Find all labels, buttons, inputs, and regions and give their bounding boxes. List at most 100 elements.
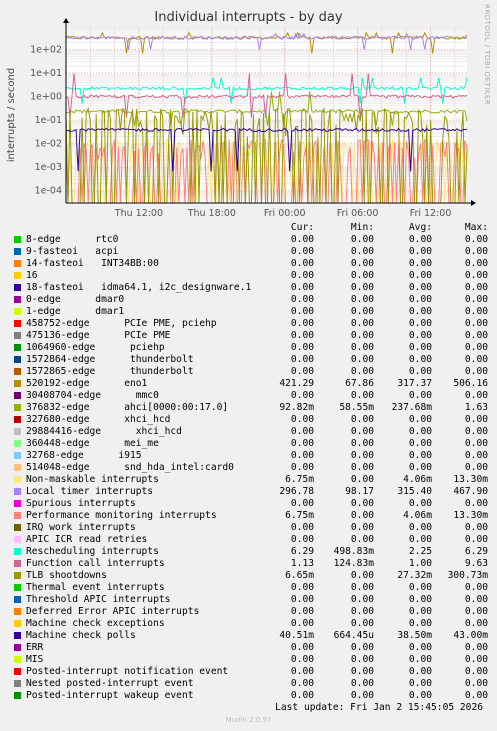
legend-value-cur: 0.00 <box>290 306 314 317</box>
legend-value-max: 506.16 <box>453 378 488 389</box>
legend-value-min: 0.00 <box>350 414 374 425</box>
legend-series-name: Deferred Error APIC interrupts <box>26 606 200 617</box>
legend-series-name: Function call interrupts <box>26 558 165 569</box>
legend-value-avg: 0.00 <box>408 690 432 701</box>
legend-value-max: 0.00 <box>464 246 488 257</box>
legend-value-min: 0.00 <box>350 258 374 269</box>
legend-swatch <box>14 452 21 459</box>
legend-row: 475136-edge PCIe PME 0.00 0.00 0.00 0.00 <box>12 330 490 342</box>
legend-series-name: 8-edge rtc0 <box>26 234 119 245</box>
legend-value-min: 0.00 <box>350 390 374 401</box>
legend-row: 458752-edge PCIe PME, pciehp 0.00 0.00 0.00… <box>12 318 490 330</box>
legend-value-cur: 0.00 <box>290 654 314 665</box>
legend-value-avg: 0.00 <box>408 534 432 545</box>
legend-value-avg: 0.00 <box>408 282 432 293</box>
legend-value-avg: 0.00 <box>408 582 432 593</box>
legend-value-min: 0.00 <box>350 582 374 593</box>
legend-value-min: 0.00 <box>350 510 374 521</box>
x-tick-label: Fri 00:00 <box>264 208 306 219</box>
legend-value-avg: 0.00 <box>408 354 432 365</box>
legend-row: Deferred Error APIC interrupts 0.00 0.00 0.… <box>12 606 490 618</box>
legend-swatch <box>14 248 21 255</box>
legend-column-header: Max: <box>464 222 488 233</box>
legend-series-name: Machine check exceptions <box>26 618 165 629</box>
legend-value-cur: 6.75m <box>285 510 314 521</box>
legend-value-avg: 1.00 <box>408 558 432 569</box>
legend-value-cur: 0.00 <box>290 450 314 461</box>
legend-value-min: 0.00 <box>350 366 374 377</box>
plot-area: Thu 12:00 Thu 18:00 Fri 00:00 Fri 06:00 Fri … <box>6 18 476 219</box>
legend-value-max: 6.29 <box>464 546 488 557</box>
legend-value-min: 0.00 <box>350 438 374 449</box>
legend-value-max: 0.00 <box>464 654 488 665</box>
legend-value-cur: 0.00 <box>290 498 314 509</box>
legend-series-name: 520192-edge eno1 <box>26 378 148 389</box>
legend-value-avg: 0.00 <box>408 606 432 617</box>
legend-swatch <box>14 392 21 399</box>
legend-row: 32768-edge i915 0.00 0.00 0.00 0.00 <box>12 450 490 462</box>
legend-swatch <box>14 560 21 567</box>
legend-value-avg: 0.00 <box>408 618 432 629</box>
legend-row: Performance monitoring interrupts 6.75m 0.… <box>12 510 490 522</box>
legend-series-name: Non-maskable interrupts <box>26 474 159 485</box>
legend-swatch <box>14 608 21 615</box>
legend-row: Machine check exceptions 0.00 0.00 0.00 0.00 <box>12 618 490 630</box>
legend-value-avg: 237.68m <box>391 402 432 413</box>
legend-value-min: 0.00 <box>350 618 374 629</box>
legend-value-avg: 317.37 <box>397 378 432 389</box>
legend-swatch <box>14 380 21 387</box>
legend-value-cur: 6.65m <box>285 570 314 581</box>
legend-value-max: 0.00 <box>464 330 488 341</box>
legend-value-min: 0.00 <box>350 534 374 545</box>
legend-swatch <box>14 668 21 675</box>
legend-series-name: 32768-edge i915 <box>26 450 142 461</box>
legend-value-cur: 0.00 <box>290 594 314 605</box>
legend-row: Threshold APIC interrupts 0.00 0.00 0.00 0.0… <box>12 594 490 606</box>
legend-row: 376832-edge ahci[0000:00:17.0] 92.82m 58.5… <box>12 402 490 414</box>
legend-value-avg: 0.00 <box>408 342 432 353</box>
legend-row: Thermal event interrupts 0.00 0.00 0.00 0.00 <box>12 582 490 594</box>
legend-swatch <box>14 476 21 483</box>
legend-value-cur: 0.00 <box>290 258 314 269</box>
legend-value-avg: 0.00 <box>408 414 432 425</box>
legend-value-min: 58.55m <box>339 402 374 413</box>
legend-value-avg: 4.06m <box>403 510 432 521</box>
legend-value-avg: 27.32m <box>397 570 432 581</box>
legend-value-max: 0.00 <box>464 366 488 377</box>
legend-row: Posted-interrupt notification event 0.00 0… <box>12 666 490 678</box>
legend-value-avg: 0.00 <box>408 306 432 317</box>
legend-series-name: 327680-edge xhci_hcd <box>26 414 171 425</box>
legend-value-cur: 0.00 <box>290 270 314 281</box>
legend-column-header: Min: <box>350 222 374 233</box>
legend-value-avg: 0.00 <box>408 666 432 677</box>
legend-value-avg: 0.00 <box>408 594 432 605</box>
legend-value-max: 43.00m <box>453 630 488 641</box>
legend-swatch <box>14 572 21 579</box>
legend-row: 16 0.00 0.00 0.00 0.00 <box>12 270 490 282</box>
legend-column-header: Avg: <box>408 222 432 233</box>
legend-swatch <box>14 500 21 507</box>
legend-row: Nested posted-interrupt event 0.00 0.00 0.0… <box>12 678 490 690</box>
legend-series-name: 376832-edge ahci[0000:00:17.0] <box>26 402 229 413</box>
y-tick-label: 1e-04 <box>35 186 62 197</box>
legend-swatch <box>14 428 21 435</box>
legend-series-name: 29884416-edge xhci_hcd <box>26 426 182 437</box>
legend-value-cur: 0.00 <box>290 582 314 593</box>
legend-value-max: 0.00 <box>464 294 488 305</box>
legend-value-max: 467.90 <box>453 486 488 497</box>
legend-value-min: 0.00 <box>350 462 374 473</box>
legend-series-name: Machine check polls <box>26 630 136 641</box>
legend-value-max: 0.00 <box>464 642 488 653</box>
legend-series-name: 360448-edge mei_me <box>26 438 159 449</box>
legend-row: 360448-edge mei_me 0.00 0.00 0.00 0.00 <box>12 438 490 450</box>
legend-value-avg: 315.40 <box>397 486 432 497</box>
legend-value-max: 13.30m <box>453 510 488 521</box>
legend-value-avg: 0.00 <box>408 498 432 509</box>
legend-value-max: 0.00 <box>464 498 488 509</box>
legend-swatch <box>14 596 21 603</box>
legend-value-min: 0.00 <box>350 234 374 245</box>
legend-value-max: 0.00 <box>464 690 488 701</box>
legend-value-avg: 0.00 <box>408 654 432 665</box>
legend-value-avg: 0.00 <box>408 246 432 257</box>
legend-value-cur: 0.00 <box>290 678 314 689</box>
